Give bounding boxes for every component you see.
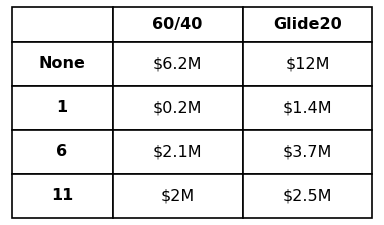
Bar [12,7,113,42]
Bar [113,7,243,42]
Text: $2.1M: $2.1M [153,144,202,159]
Bar [113,86,243,130]
Bar [12,86,113,130]
Bar [12,174,113,218]
Bar [243,174,372,218]
Text: 1: 1 [56,100,68,115]
Bar [113,130,243,174]
Text: Glide20: Glide20 [273,17,342,32]
Bar [113,174,243,218]
Text: None: None [39,56,86,71]
Text: 60/40: 60/40 [152,17,203,32]
Bar [12,42,113,86]
Text: $6.2M: $6.2M [153,56,202,71]
Bar [113,42,243,86]
Text: $12M: $12M [285,56,330,71]
Text: 11: 11 [51,188,73,203]
Text: $0.2M: $0.2M [153,100,202,115]
Text: $2M: $2M [161,188,195,203]
Bar [243,7,372,42]
Bar [12,130,113,174]
Bar [243,130,372,174]
Bar [243,42,372,86]
Text: $1.4M: $1.4M [283,100,332,115]
Text: 6: 6 [56,144,68,159]
Text: $2.5M: $2.5M [283,188,332,203]
Bar [243,86,372,130]
Text: $3.7M: $3.7M [283,144,332,159]
